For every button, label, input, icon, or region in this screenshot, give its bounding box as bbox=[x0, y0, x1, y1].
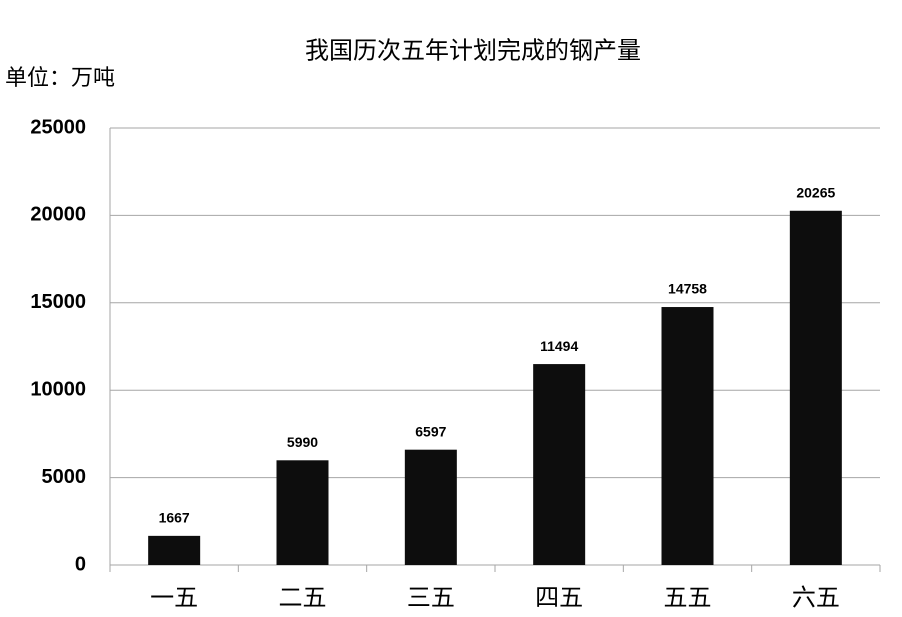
bar bbox=[789, 210, 842, 565]
y-tick-label: 15000 bbox=[30, 291, 86, 313]
y-tick-label: 0 bbox=[75, 553, 86, 575]
y-tick-label: 25000 bbox=[30, 116, 86, 138]
y-tick-label: 5000 bbox=[42, 466, 87, 488]
y-tick-label: 20000 bbox=[30, 204, 86, 226]
bar bbox=[276, 460, 329, 565]
unit-label: 单位：万吨 bbox=[5, 66, 115, 91]
data-label: 1667 bbox=[159, 510, 190, 526]
y-tick-label: 10000 bbox=[30, 378, 86, 400]
x-tick-label: 五五 bbox=[664, 584, 712, 612]
bar bbox=[661, 307, 714, 565]
data-label: 5990 bbox=[287, 434, 318, 450]
x-tick-label: 一五 bbox=[150, 584, 198, 612]
bar bbox=[148, 535, 201, 565]
data-label: 14758 bbox=[668, 281, 707, 297]
x-tick-label: 二五 bbox=[279, 584, 327, 612]
x-tick-label: 四五 bbox=[535, 584, 583, 612]
data-label: 20265 bbox=[796, 184, 835, 200]
bar bbox=[533, 364, 586, 565]
data-label: 6597 bbox=[415, 423, 446, 439]
data-label: 11494 bbox=[540, 338, 578, 354]
bar bbox=[404, 449, 457, 565]
x-tick-label: 六五 bbox=[792, 584, 840, 612]
x-tick-label: 三五 bbox=[407, 584, 455, 612]
chart-title: 我国历次五年计划完成的钢产量 bbox=[305, 37, 641, 65]
